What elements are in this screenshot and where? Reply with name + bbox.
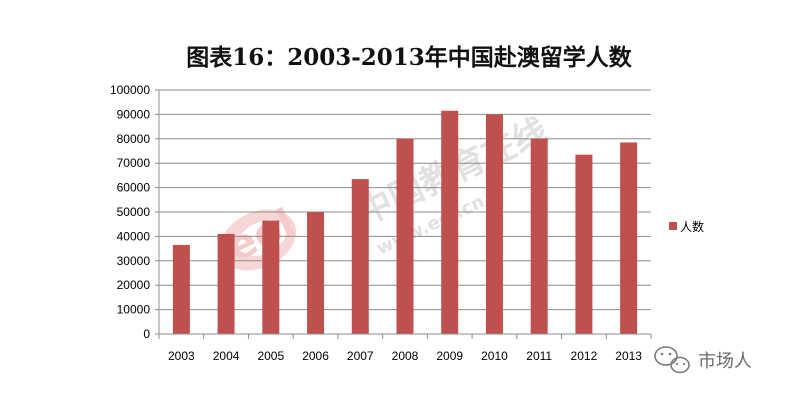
x-tick-label: 2007	[347, 349, 374, 363]
y-tick-label: 30000	[117, 254, 151, 268]
legend-swatch	[669, 222, 677, 230]
x-tick-label: 2005	[257, 349, 284, 363]
x-tick-label: 2010	[481, 349, 508, 363]
y-tick-label: 60000	[117, 181, 151, 195]
wechat-icon	[654, 346, 690, 374]
x-tick-label: 2008	[392, 349, 419, 363]
bar-2009	[441, 110, 459, 335]
bar-2011	[530, 138, 548, 334]
x-tick-label: 2009	[436, 349, 463, 363]
bar-2003	[172, 244, 190, 334]
y-tick-label: 90000	[117, 107, 151, 121]
x-tick-label: 2003	[168, 349, 195, 363]
y-tick-label: 80000	[117, 132, 151, 146]
bar-2008	[396, 138, 414, 334]
x-tick-label: 2011	[526, 349, 552, 363]
wechat-label: 市场人	[698, 351, 752, 372]
x-tick-label: 2013	[615, 349, 642, 363]
y-tick-label: 0	[143, 327, 150, 341]
y-tick-label: 50000	[117, 205, 151, 219]
y-tick-label: 70000	[117, 156, 151, 170]
x-tick-label: 2012	[571, 349, 598, 363]
x-tick-label: 2006	[302, 349, 329, 363]
wechat-badge: 市场人	[654, 346, 752, 374]
y-axis: 0 10000 20000 30000 40000 50000 60000 70000 8000…	[110, 83, 160, 341]
bar-2007	[351, 179, 369, 334]
bar-2006	[307, 212, 325, 334]
bar-2010	[485, 114, 503, 335]
bar-2005	[262, 220, 280, 334]
legend: 人数	[669, 219, 704, 234]
y-tick-label: 20000	[117, 278, 151, 292]
x-tick-label: 2004	[213, 349, 240, 363]
bar-2004	[217, 233, 235, 334]
bar-2013	[620, 142, 638, 334]
bar-2012	[575, 154, 593, 334]
chart-title: 图表16：2003-2013年中国赴澳留学人数	[186, 44, 633, 71]
y-tick-label: 10000	[117, 303, 151, 317]
y-tick-label: 100000	[110, 83, 150, 97]
y-tick-label: 40000	[117, 229, 151, 243]
legend-label: 人数	[680, 219, 704, 234]
x-axis: 2003 2004 2005 2006 2007 2008 2009 2010 2011 2012…	[158, 333, 652, 363]
bars	[172, 110, 638, 335]
